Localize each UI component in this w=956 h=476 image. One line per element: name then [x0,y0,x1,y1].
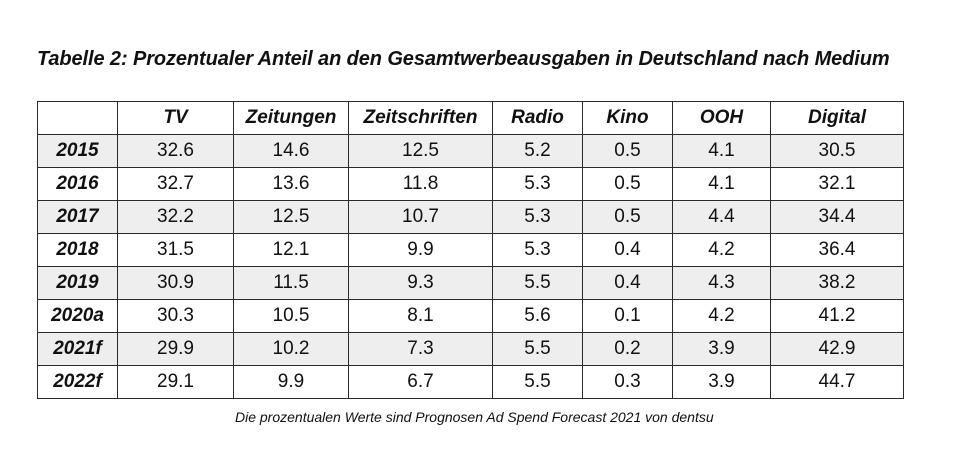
cell-zeitungen: 10.5 [233,299,349,333]
row-header-year: 2022f [37,365,118,399]
cell-kino: 0.4 [582,266,673,300]
cell-tv: 29.1 [117,365,234,399]
column-header-zeitschriften: Zeitschriften [348,101,493,135]
column-header-digital: Digital [770,101,904,135]
cell-ooh: 4.1 [672,134,771,168]
cell-zeitschriften: 9.3 [348,266,493,300]
table-row: 2018 31.5 12.1 9.9 5.3 0.4 4.2 36.4 [37,233,904,267]
cell-digital: 44.7 [770,365,904,399]
header-row: TV Zeitungen Zeitschriften Radio Kino OO… [37,101,904,135]
cell-kino: 0.1 [582,299,673,333]
column-header-zeitungen: Zeitungen [233,101,349,135]
cell-zeitungen: 13.6 [233,167,349,201]
cell-zeitungen: 9.9 [233,365,349,399]
cell-radio: 5.3 [492,200,583,234]
source-note: Die prozentualen Werte sind Prognosen Ad… [235,409,714,425]
cell-zeitschriften: 10.7 [348,200,493,234]
cell-zeitschriften: 12.5 [348,134,493,168]
table-row: 2020a 30.3 10.5 8.1 5.6 0.1 4.2 41.2 [37,299,904,333]
cell-zeitungen: 12.1 [233,233,349,267]
row-header-year: 2015 [37,134,118,168]
table-row: 2021f 29.9 10.2 7.3 5.5 0.2 3.9 42.9 [37,332,904,366]
cell-zeitungen: 12.5 [233,200,349,234]
cell-zeitschriften: 11.8 [348,167,493,201]
cell-ooh: 4.2 [672,233,771,267]
row-header-year: 2021f [37,332,118,366]
column-header-radio: Radio [492,101,583,135]
table-row: 2016 32.7 13.6 11.8 5.3 0.5 4.1 32.1 [37,167,904,201]
cell-zeitungen: 14.6 [233,134,349,168]
cell-digital: 34.4 [770,200,904,234]
cell-zeitungen: 11.5 [233,266,349,300]
column-header-ooh: OOH [672,101,771,135]
cell-kino: 0.5 [582,134,673,168]
cell-ooh: 4.4 [672,200,771,234]
cell-ooh: 4.3 [672,266,771,300]
cell-ooh: 4.1 [672,167,771,201]
cell-zeitschriften: 8.1 [348,299,493,333]
cell-radio: 5.6 [492,299,583,333]
cell-radio: 5.2 [492,134,583,168]
table-row: 2015 32.6 14.6 12.5 5.2 0.5 4.1 30.5 [37,134,904,168]
cell-radio: 5.5 [492,332,583,366]
cell-kino: 0.4 [582,233,673,267]
cell-kino: 0.3 [582,365,673,399]
cell-tv: 32.6 [117,134,234,168]
column-header-tv: TV [117,101,234,135]
cell-tv: 30.3 [117,299,234,333]
cell-ooh: 3.9 [672,332,771,366]
cell-zeitschriften: 7.3 [348,332,493,366]
table-row: 2022f 29.1 9.9 6.7 5.5 0.3 3.9 44.7 [37,365,904,399]
cell-tv: 30.9 [117,266,234,300]
cell-digital: 38.2 [770,266,904,300]
cell-ooh: 4.2 [672,299,771,333]
cell-tv: 31.5 [117,233,234,267]
cell-tv: 32.2 [117,200,234,234]
table-row: 2017 32.2 12.5 10.7 5.3 0.5 4.4 34.4 [37,200,904,234]
table-title: Tabelle 2: Prozentualer Anteil an den Ge… [37,48,890,70]
cell-radio: 5.5 [492,266,583,300]
row-header-year: 2019 [37,266,118,300]
cell-kino: 0.5 [582,200,673,234]
cell-radio: 5.5 [492,365,583,399]
column-header-kino: Kino [582,101,673,135]
cell-ooh: 3.9 [672,365,771,399]
cell-zeitschriften: 9.9 [348,233,493,267]
cell-digital: 41.2 [770,299,904,333]
cell-kino: 0.2 [582,332,673,366]
row-header-year: 2020a [37,299,118,333]
cell-digital: 32.1 [770,167,904,201]
corner-cell [37,101,118,135]
cell-radio: 5.3 [492,167,583,201]
row-header-year: 2016 [37,167,118,201]
cell-kino: 0.5 [582,167,673,201]
table-body: 2015 32.6 14.6 12.5 5.2 0.5 4.1 30.5 2016 32.7 13.… [37,134,904,399]
cell-zeitschriften: 6.7 [348,365,493,399]
cell-digital: 36.4 [770,233,904,267]
cell-digital: 42.9 [770,332,904,366]
table-row: 2019 30.9 11.5 9.3 5.5 0.4 4.3 38.2 [37,266,904,300]
cell-tv: 32.7 [117,167,234,201]
cell-zeitungen: 10.2 [233,332,349,366]
cell-digital: 30.5 [770,134,904,168]
media-share-table: TV Zeitungen Zeitschriften Radio Kino OO… [37,101,904,399]
row-header-year: 2018 [37,233,118,267]
cell-tv: 29.9 [117,332,234,366]
cell-radio: 5.3 [492,233,583,267]
row-header-year: 2017 [37,200,118,234]
